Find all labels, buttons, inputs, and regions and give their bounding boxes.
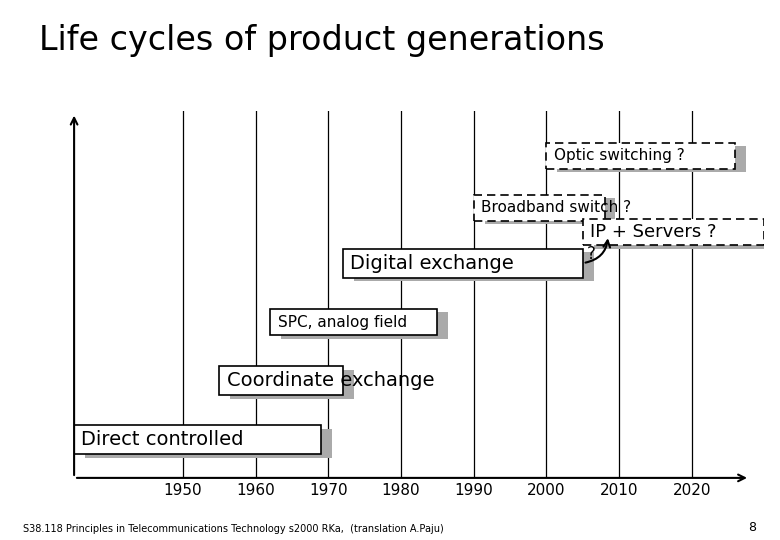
Text: Optic switching ?: Optic switching ? [554, 148, 684, 163]
Bar [594, 222, 775, 248]
Text: Digital exchange: Digital exchange [350, 254, 514, 273]
Text: Direct controlled: Direct controlled [81, 430, 244, 449]
Text: Life cycles of product generations: Life cycles of product generations [39, 24, 604, 57]
Text: IP + Servers ?: IP + Servers ? [590, 223, 717, 241]
Text: ?: ? [587, 245, 595, 263]
Bar [354, 252, 594, 281]
Text: Coordinate exchange: Coordinate exchange [227, 372, 434, 390]
Bar [85, 429, 332, 458]
Bar [74, 425, 321, 454]
Bar [271, 309, 438, 335]
Bar [557, 146, 746, 172]
Text: 8: 8 [749, 521, 757, 534]
Bar [282, 312, 448, 339]
Bar [583, 219, 764, 245]
Bar [230, 370, 354, 399]
Bar [484, 198, 615, 224]
Text: Broadband switch ?: Broadband switch ? [481, 200, 631, 215]
Bar [473, 194, 604, 221]
Bar [343, 248, 583, 278]
Text: S38.118 Principles in Telecommunications Technology s2000 RKa,  (translation A.P: S38.118 Principles in Telecommunications… [23, 523, 444, 534]
Bar [547, 143, 736, 169]
Bar [219, 366, 343, 395]
Text: SPC, analog field: SPC, analog field [278, 314, 406, 329]
